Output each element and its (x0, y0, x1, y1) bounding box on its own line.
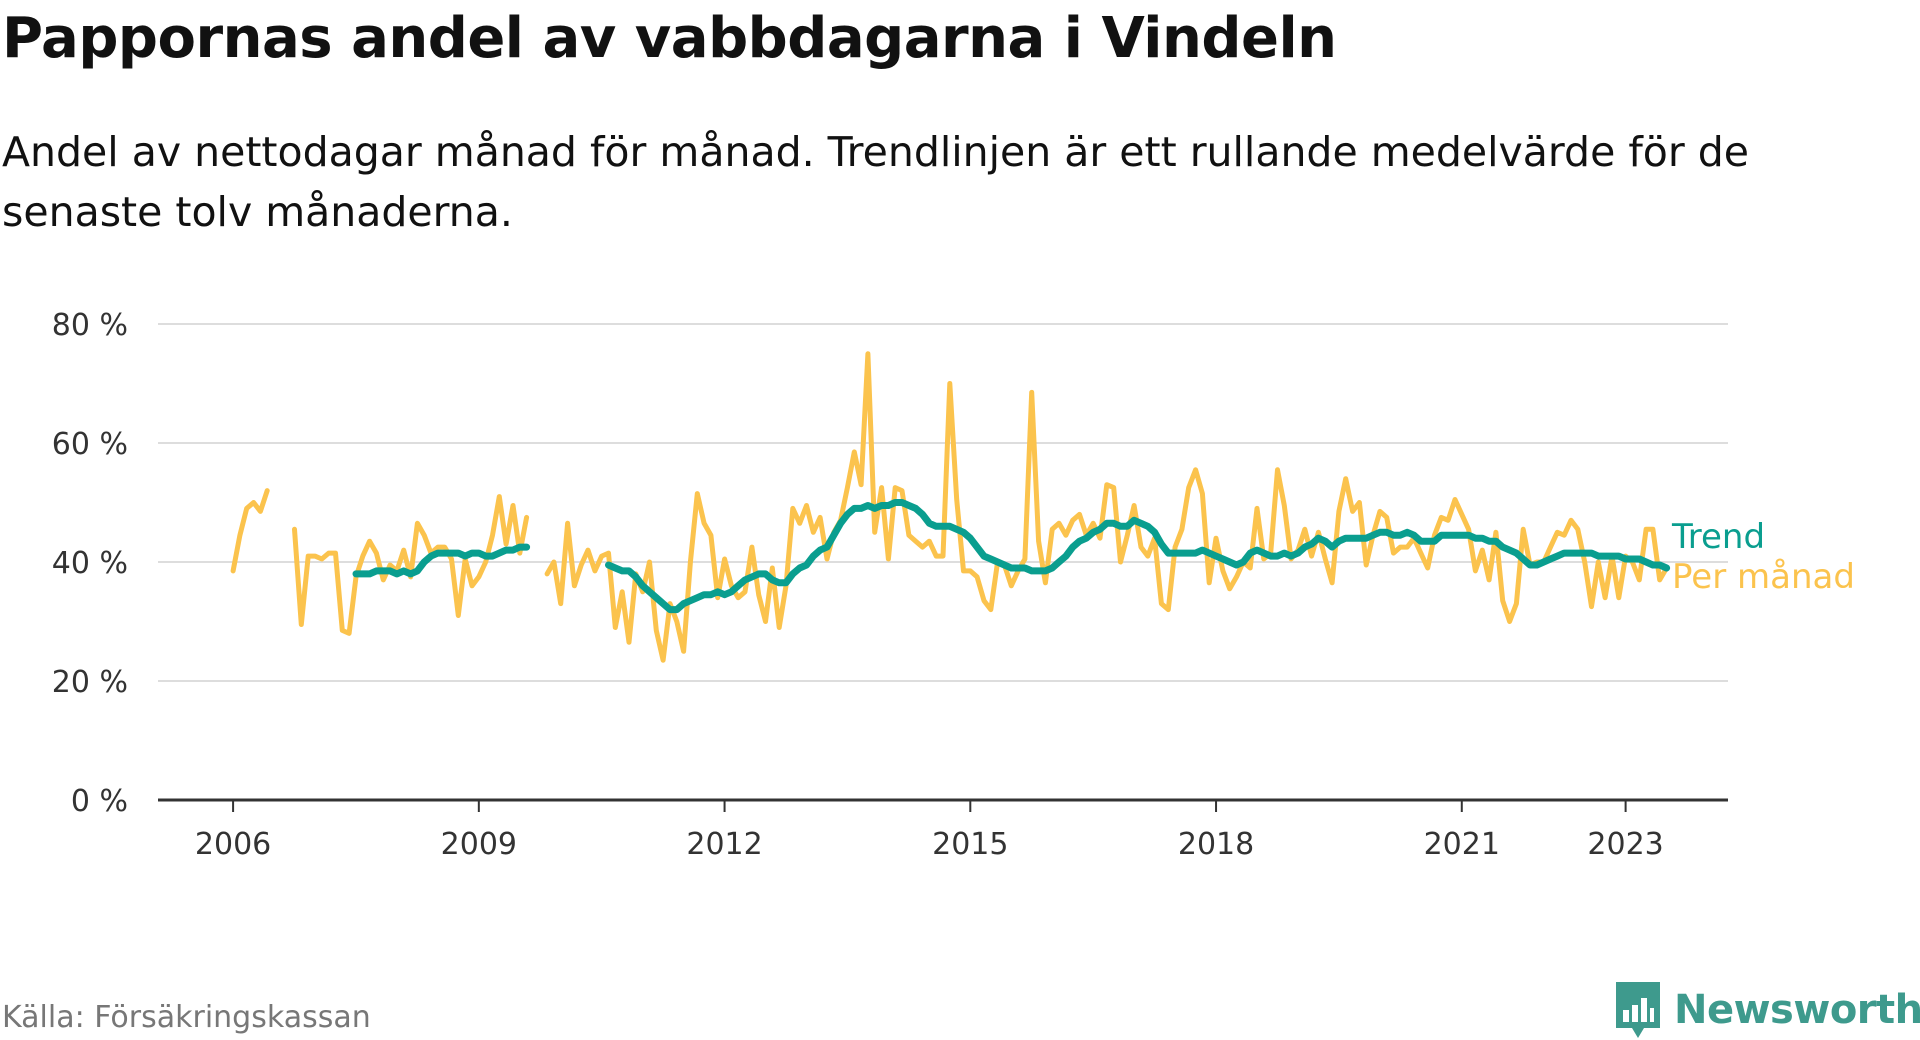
chart-subtitle: Andel av nettodagar månad för månad. Tre… (2, 128, 1749, 236)
series-line-per-manad (230, 488, 270, 574)
y-tick-label: 60 % (52, 427, 128, 462)
series-line-trend (605, 499, 1671, 614)
x-tick-label: 2012 (686, 827, 762, 862)
newsworthy-bar-chart-icon (1616, 982, 1660, 1038)
gridlines (158, 323, 1728, 682)
logo-text: Newsworthy (1674, 987, 1920, 1033)
x-tick-label: 2006 (195, 827, 271, 862)
legend-label-per-manad: Per månad (1672, 557, 1855, 597)
x-tick-label: 2018 (1178, 827, 1254, 862)
x-tick-label: 2023 (1587, 827, 1663, 862)
series-line-per-manad (292, 494, 530, 636)
series-line-trend (352, 543, 531, 578)
line-chart: 0 % 20 % 40 % 60 % 80 % 2006 2009 2012 2015 2018… (52, 308, 1855, 862)
x-axis: 2006 2009 2012 2015 2018 2021 2023 (158, 798, 1728, 862)
newsworthy-logo: Newsworthy (1612, 980, 1920, 1040)
x-tick-label: 2009 (441, 827, 517, 862)
y-tick-label: 0 % (71, 784, 128, 819)
y-axis-tick-labels: 0 % 20 % 40 % 60 % 80 % (52, 308, 128, 819)
y-tick-label: 80 % (52, 308, 128, 343)
y-tick-label: 40 % (52, 546, 128, 581)
chart-title: Pappornas andel av vabbdagarna i Vindeln (2, 6, 1337, 71)
x-tick-label: 2015 (932, 827, 1008, 862)
legend-label-trend: Trend (1671, 517, 1765, 557)
x-tick-label: 2021 (1424, 827, 1500, 862)
series-lines (230, 351, 1671, 663)
y-tick-label: 20 % (52, 665, 128, 700)
series-line-per-manad (544, 351, 1670, 663)
source-credit: Källa: Försäkringskassan (2, 1000, 371, 1035)
